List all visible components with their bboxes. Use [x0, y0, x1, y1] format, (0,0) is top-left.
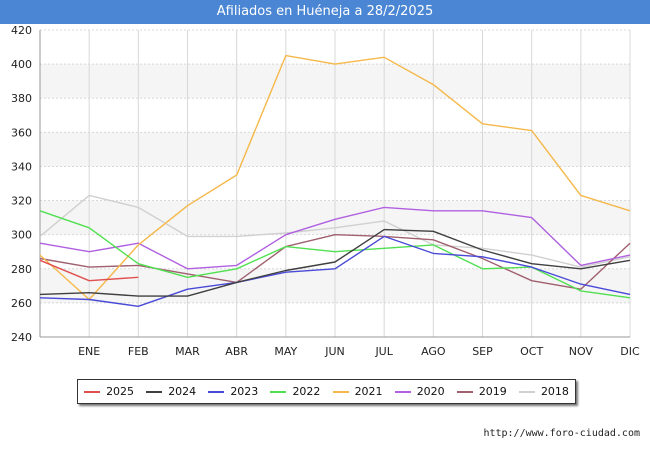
legend-item-2023: 2023 [208, 385, 258, 398]
series-line-2018 [39, 194, 631, 268]
y-tick-label: 360 [11, 126, 32, 139]
series-line-2025 [39, 259, 139, 282]
x-tick-label: MAR [175, 345, 200, 358]
legend-label: 2025 [106, 385, 135, 398]
legend-swatch [84, 390, 101, 393]
y-tick-label: 340 [11, 160, 32, 173]
x-tick-label: NOV [569, 345, 594, 358]
series-line-2023 [39, 235, 631, 307]
legend-label: 2024 [168, 385, 197, 398]
x-tick-label: DIC [620, 345, 640, 358]
legend-item-2022: 2022 [270, 385, 320, 398]
x-tick-label: SEP [472, 345, 493, 358]
y-tick-label: 300 [11, 229, 32, 242]
legend-swatch [332, 390, 349, 393]
legend: 2025 2024 2023 2022 2021 2020 2019 2018 [77, 379, 576, 404]
legend-item-2019: 2019 [456, 385, 507, 398]
y-tick-label: 400 [11, 58, 32, 71]
legend-swatch [456, 390, 473, 393]
legend-label: 2021 [354, 385, 383, 398]
legend-item-2018: 2018 [518, 385, 569, 398]
x-tick-label: JUN [324, 345, 345, 358]
series-line-2020 [39, 206, 631, 270]
legend-swatch [394, 390, 411, 393]
y-tick-label: 320 [11, 195, 32, 208]
legend-label: 2022 [292, 385, 321, 398]
x-tick-label: AGO [421, 345, 446, 358]
legend-label: 2019 [478, 385, 507, 398]
series-line-2021 [39, 54, 631, 301]
legend-item-2024: 2024 [146, 385, 196, 398]
legend-item-2020: 2020 [394, 385, 445, 398]
chart-title: Afiliados en Huéneja a 28/2/2025 [0, 0, 650, 24]
legend-swatch [518, 390, 535, 393]
source-url: http://www.foro-ciudad.com [483, 428, 640, 439]
x-tick-label: MAY [274, 345, 297, 358]
series-line-2019 [39, 233, 631, 290]
x-tick-label: FEB [128, 345, 149, 358]
legend-swatch [208, 390, 225, 393]
x-tick-label: JUL [374, 345, 393, 358]
legend-label: 2020 [416, 385, 445, 398]
legend-label: 2023 [230, 385, 259, 398]
series-line-2024 [39, 228, 631, 297]
y-tick-label: 240 [11, 331, 32, 344]
x-tick-label: ENE [78, 345, 100, 358]
legend-label: 2018 [540, 385, 569, 398]
legend-item-2021: 2021 [332, 385, 383, 398]
legend-item-2025: 2025 [84, 385, 134, 398]
legend-swatch [270, 390, 287, 393]
x-tick-label: OCT [520, 345, 543, 358]
x-tick-label: ABR [225, 345, 248, 358]
y-tick-label: 260 [11, 297, 32, 310]
y-tick-label: 420 [11, 24, 32, 37]
y-tick-label: 380 [11, 92, 32, 105]
y-tick-label: 280 [11, 263, 32, 276]
legend-swatch [146, 390, 163, 393]
